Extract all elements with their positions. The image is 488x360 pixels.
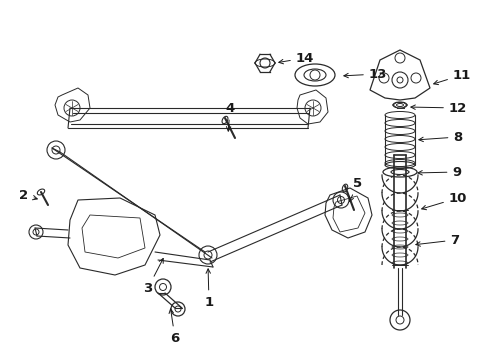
Text: 7: 7	[415, 234, 459, 247]
Text: 2: 2	[20, 189, 37, 202]
Text: 13: 13	[343, 68, 386, 81]
Text: 4: 4	[225, 102, 234, 131]
Text: 5: 5	[349, 176, 362, 202]
Text: 8: 8	[418, 131, 462, 144]
Text: 9: 9	[417, 166, 461, 179]
Text: 11: 11	[433, 68, 470, 85]
Text: 6: 6	[169, 309, 179, 345]
Text: 14: 14	[278, 51, 314, 64]
Text: 10: 10	[421, 192, 466, 210]
Text: 3: 3	[143, 258, 163, 294]
Text: 12: 12	[410, 102, 466, 114]
Text: 1: 1	[204, 269, 213, 309]
